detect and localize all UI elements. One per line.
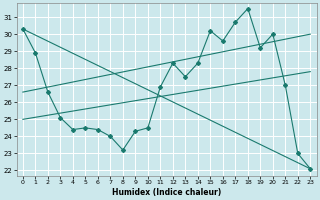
X-axis label: Humidex (Indice chaleur): Humidex (Indice chaleur): [112, 188, 221, 197]
